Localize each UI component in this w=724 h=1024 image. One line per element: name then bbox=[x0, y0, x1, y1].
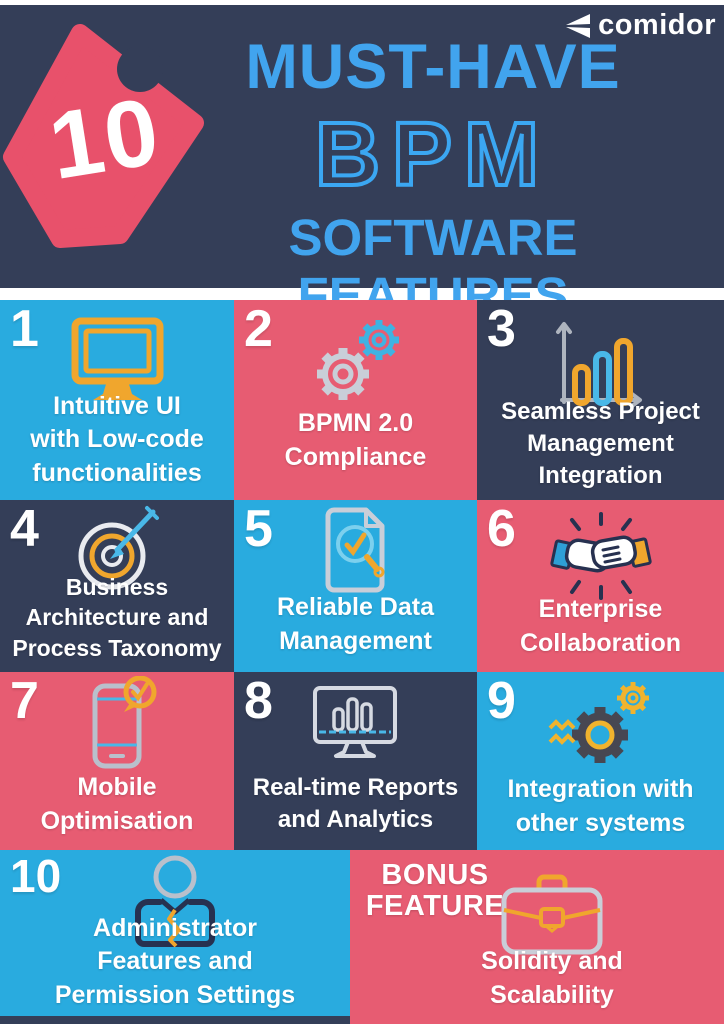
document-search-icon bbox=[234, 502, 477, 598]
mobile-check-icon bbox=[0, 676, 234, 772]
bonus-feature-tile: BONUS FEATURE Solidity and Scalability bbox=[350, 850, 724, 1024]
feature-tile-5: 5 Reliable Data Management bbox=[234, 500, 477, 672]
tile-title: Business Architecture and Process Taxono… bbox=[12, 573, 222, 662]
tile-title: Seamless Project Management Integration bbox=[501, 397, 700, 489]
feature-tile-2: 2 bbox=[234, 300, 477, 500]
tile-number: 9 bbox=[487, 672, 516, 730]
feature-tile-4: 4 Business Architecture and Process Taxo… bbox=[0, 500, 234, 672]
tile-number: 8 bbox=[244, 672, 273, 730]
feature-tile-1: 1 Intuitive UI with Low-code functionali… bbox=[0, 300, 234, 500]
tile-number: 7 bbox=[10, 672, 39, 730]
bar-chart-axes-icon bbox=[477, 314, 724, 410]
price-tag-badge: 10 bbox=[2, 17, 212, 257]
tile-title: Mobile Optimisation bbox=[40, 773, 194, 835]
feature-tile-10: 10 Administrator Features and Permission… bbox=[0, 850, 350, 1016]
tile-number: 5 bbox=[244, 500, 273, 558]
bonus-feature-label: BONUS FEATURE bbox=[365, 859, 505, 923]
tile-number: 10 bbox=[10, 850, 62, 902]
tile-number: 1 bbox=[10, 300, 39, 358]
tile-title: Integration with other systems bbox=[507, 775, 694, 837]
gears-icon bbox=[234, 314, 477, 409]
tile-title: Real-time Reports and Analytics bbox=[252, 773, 459, 833]
tile-title: Enterprise Collaboration bbox=[519, 595, 682, 657]
title-must-have: MUST-HAVE bbox=[245, 32, 621, 102]
footer-strip bbox=[0, 1016, 350, 1024]
header-banner: 10 MUST-HAVE BPM SOFTWARE FEATURES comid… bbox=[0, 5, 724, 324]
tile-number: 6 bbox=[487, 500, 516, 558]
tile-number: 2 bbox=[244, 300, 273, 358]
feature-tile-3: 3 Seamless Project Management Integratio… bbox=[477, 300, 724, 500]
gears-integration-icon bbox=[477, 678, 724, 774]
comidor-diamond-icon bbox=[566, 13, 591, 38]
tile-number: 3 bbox=[487, 300, 516, 358]
feature-tile-6: 6 Enterprise Collaboration bbox=[477, 500, 724, 672]
comidor-logo-text: comidor bbox=[598, 9, 716, 41]
tile-number: 4 bbox=[10, 500, 39, 558]
tile-title: Solidity and Scalability bbox=[481, 947, 623, 1009]
monitor-icon bbox=[0, 316, 234, 408]
comidor-logo: comidor bbox=[561, 9, 716, 42]
administrator-icon bbox=[0, 852, 350, 950]
monitor-analytics-icon bbox=[234, 682, 477, 768]
feature-tile-9: 9 bbox=[477, 672, 724, 850]
feature-tile-7: 7 Mobile Optimisation bbox=[0, 672, 234, 850]
price-tag-icon bbox=[3, 24, 204, 248]
header-titles: MUST-HAVE BPM SOFTWARE FEATURES bbox=[150, 31, 716, 325]
tile-title: BPMN 2.0 Compliance bbox=[284, 409, 427, 471]
target-arrow-icon bbox=[0, 504, 234, 594]
tile-title: Reliable Data Management bbox=[276, 593, 434, 655]
title-bpm: BPM bbox=[313, 105, 551, 205]
tile-title: Intuitive UI with Low-code functionaliti… bbox=[30, 391, 204, 487]
tile-title: Administrator Features and Permission Se… bbox=[54, 913, 296, 1009]
handshake-icon bbox=[477, 508, 724, 604]
feature-tile-8: 8 Real-time Reports and Analytics bbox=[234, 672, 477, 850]
briefcase-icon bbox=[380, 866, 724, 958]
